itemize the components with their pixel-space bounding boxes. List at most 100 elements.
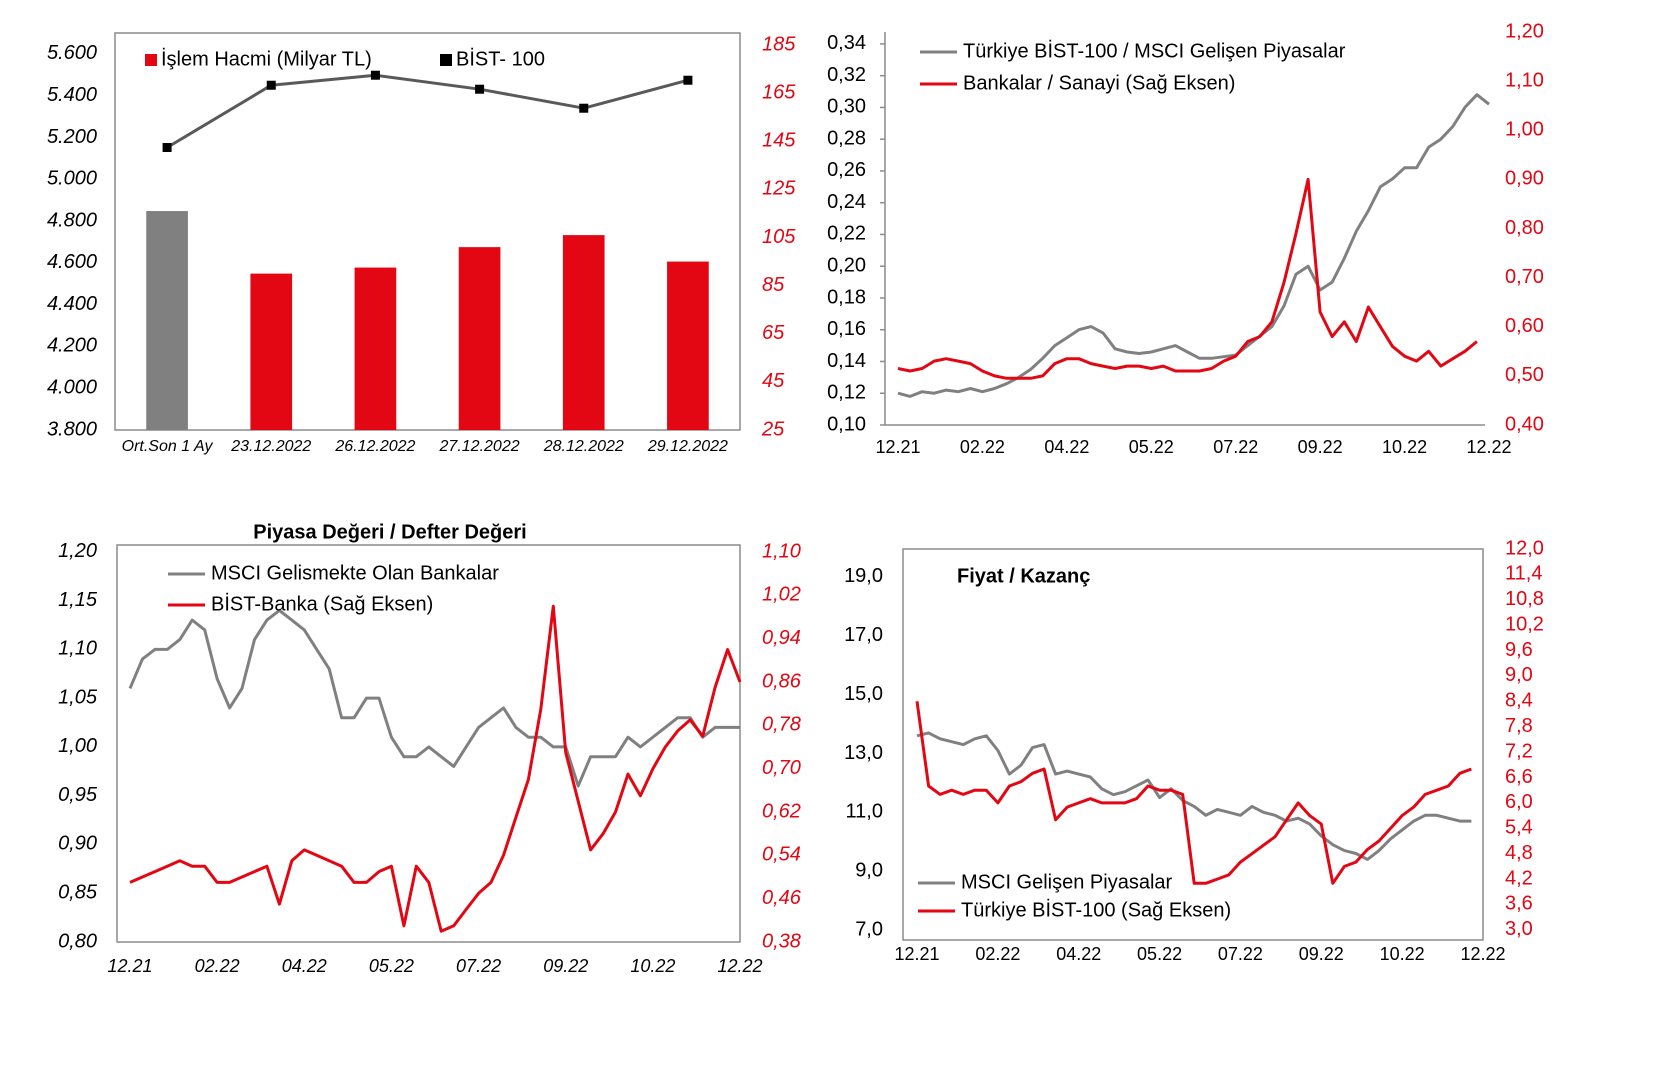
- x-tick-label: 04.22: [282, 956, 327, 976]
- y-tick-label: 11,0: [846, 801, 883, 823]
- y-tick-label: 0,12: [827, 382, 866, 404]
- y-tick-label: 5.400: [47, 84, 97, 106]
- marker: [266, 80, 276, 90]
- y2-tick-label: 6,6: [1505, 766, 1533, 788]
- marker: [579, 103, 589, 113]
- marker: [683, 75, 693, 85]
- y2-tick-label: 1,10: [1505, 69, 1544, 91]
- x-tick-label: 28.12.2022: [543, 438, 624, 455]
- x-tick-label: 04.22: [1044, 437, 1089, 457]
- line: [128, 608, 740, 788]
- plot-frame: [114, 32, 741, 431]
- bar: [458, 247, 501, 430]
- x-tick-label: 02.22: [195, 956, 240, 976]
- y-tick-label: 0,30: [827, 96, 866, 118]
- y-tick-label: 0,28: [827, 127, 866, 149]
- y-tick-label: 0,14: [827, 350, 866, 372]
- x-tick-label: 10.22: [1382, 437, 1427, 457]
- y2-tick-label: 4,8: [1505, 842, 1533, 864]
- x-tick-label: 05.22: [1129, 437, 1174, 457]
- y-tick-label: 0,18: [827, 286, 866, 308]
- y2-tick-label: 0,86: [762, 670, 802, 692]
- y-tick-label: 0,80: [58, 930, 97, 952]
- y2-tick-label: 105: [762, 226, 796, 248]
- y-tick-label: 1,00: [58, 735, 97, 757]
- x-tick-label: 05.22: [1137, 944, 1182, 964]
- line: [129, 604, 742, 933]
- legend-label: İşlem Hacmi (Milyar TL): [161, 47, 372, 70]
- y-tick-label: 5.000: [47, 168, 97, 190]
- y-tick-label: 5.600: [47, 42, 97, 64]
- y-tick-label: 4.600: [47, 251, 97, 273]
- y-tick-label: 9,0: [855, 859, 883, 881]
- marker: [475, 84, 485, 94]
- y2-tick-label: 3,0: [1505, 918, 1533, 940]
- legend-label: BİST-Banka (Sağ Eksen): [211, 592, 433, 615]
- y2-tick-label: 10,8: [1505, 588, 1544, 610]
- y2-tick-label: 0,60: [1505, 315, 1544, 337]
- y-tick-label: 0,95: [58, 784, 98, 806]
- y2-tick-label: 45: [762, 370, 785, 392]
- x-tick-label: 09.22: [1299, 944, 1344, 964]
- x-tick-label: 23.12.2022: [230, 438, 311, 455]
- chart-title: Piyasa Değeri / Defter Değeri: [253, 521, 526, 543]
- y-tick-label: 0,34: [827, 32, 866, 54]
- x-tick-label: 12.22: [717, 956, 762, 976]
- y-tick-label: 15,0: [844, 683, 883, 705]
- y-tick-label: 1,10: [58, 638, 97, 660]
- y2-tick-label: 10,2: [1505, 613, 1544, 635]
- y2-tick-label: 1,02: [762, 584, 801, 606]
- y-tick-label: 0,20: [827, 254, 866, 276]
- y-tick-label: 0,10: [827, 413, 866, 435]
- x-tick-label: 12.21: [107, 956, 152, 976]
- x-tick-label: 27.12.2022: [439, 438, 520, 455]
- y2-tick-label: 145: [762, 130, 796, 152]
- y-tick-label: 4.800: [47, 209, 97, 231]
- line: [897, 93, 1490, 398]
- y-tick-label: 0,16: [827, 318, 866, 340]
- y-tick-label: 0,26: [827, 159, 866, 181]
- y2-tick-label: 0,70: [762, 757, 801, 779]
- y2-tick-label: 7,2: [1505, 740, 1533, 762]
- y-tick-label: 13,0: [844, 742, 883, 764]
- x-tick-label: 12.22: [1466, 437, 1511, 457]
- y2-tick-label: 0,78: [762, 714, 801, 736]
- legend-marker: [145, 54, 157, 66]
- y2-tick-label: 125: [762, 178, 796, 200]
- y2-tick-label: 1,20: [1505, 20, 1544, 42]
- y-tick-label: 0,22: [827, 223, 866, 245]
- bar: [667, 261, 709, 430]
- y2-tick-label: 0,38: [762, 930, 801, 952]
- x-tick-label: 07.22: [1213, 437, 1258, 457]
- y-tick-label: 17,0: [844, 624, 883, 646]
- y-tick-label: 4.200: [47, 335, 97, 357]
- y2-tick-label: 11,4: [1505, 563, 1542, 585]
- y2-tick-label: 9,6: [1505, 639, 1533, 661]
- x-tick-label: 04.22: [1056, 944, 1101, 964]
- y-tick-label: 0,24: [827, 191, 866, 213]
- y2-tick-label: 0,94: [762, 627, 801, 649]
- y-tick-label: 1,20: [58, 540, 97, 562]
- legend-label: Türkiye BİST-100 (Sağ Eksen): [961, 898, 1231, 921]
- chart-title: Fiyat / Kazanç: [957, 565, 1090, 587]
- y2-tick-label: 0,70: [1505, 266, 1544, 288]
- x-tick-label: 10.22: [1380, 944, 1425, 964]
- bar: [354, 267, 397, 430]
- marker: [370, 70, 380, 80]
- y2-tick-label: 8,4: [1505, 690, 1533, 712]
- y2-tick-label: 185: [762, 33, 796, 55]
- plot-frame: [902, 548, 1484, 941]
- y2-tick-label: 85: [762, 274, 785, 296]
- line: [916, 731, 1472, 861]
- y2-tick-label: 65: [762, 322, 785, 344]
- x-tick-label: 12.21: [894, 944, 939, 964]
- x-tick-label: 07.22: [1218, 944, 1263, 964]
- y2-tick-label: 0,50: [1505, 364, 1544, 386]
- y2-tick-label: 4,2: [1505, 867, 1533, 889]
- y2-tick-label: 0,90: [1505, 168, 1544, 190]
- y2-tick-label: 5,4: [1505, 817, 1533, 839]
- legend-label: MSCI Gelismekte Olan Bankalar: [211, 562, 499, 584]
- x-tick-label: 26.12.2022: [334, 438, 415, 455]
- line: [166, 73, 689, 149]
